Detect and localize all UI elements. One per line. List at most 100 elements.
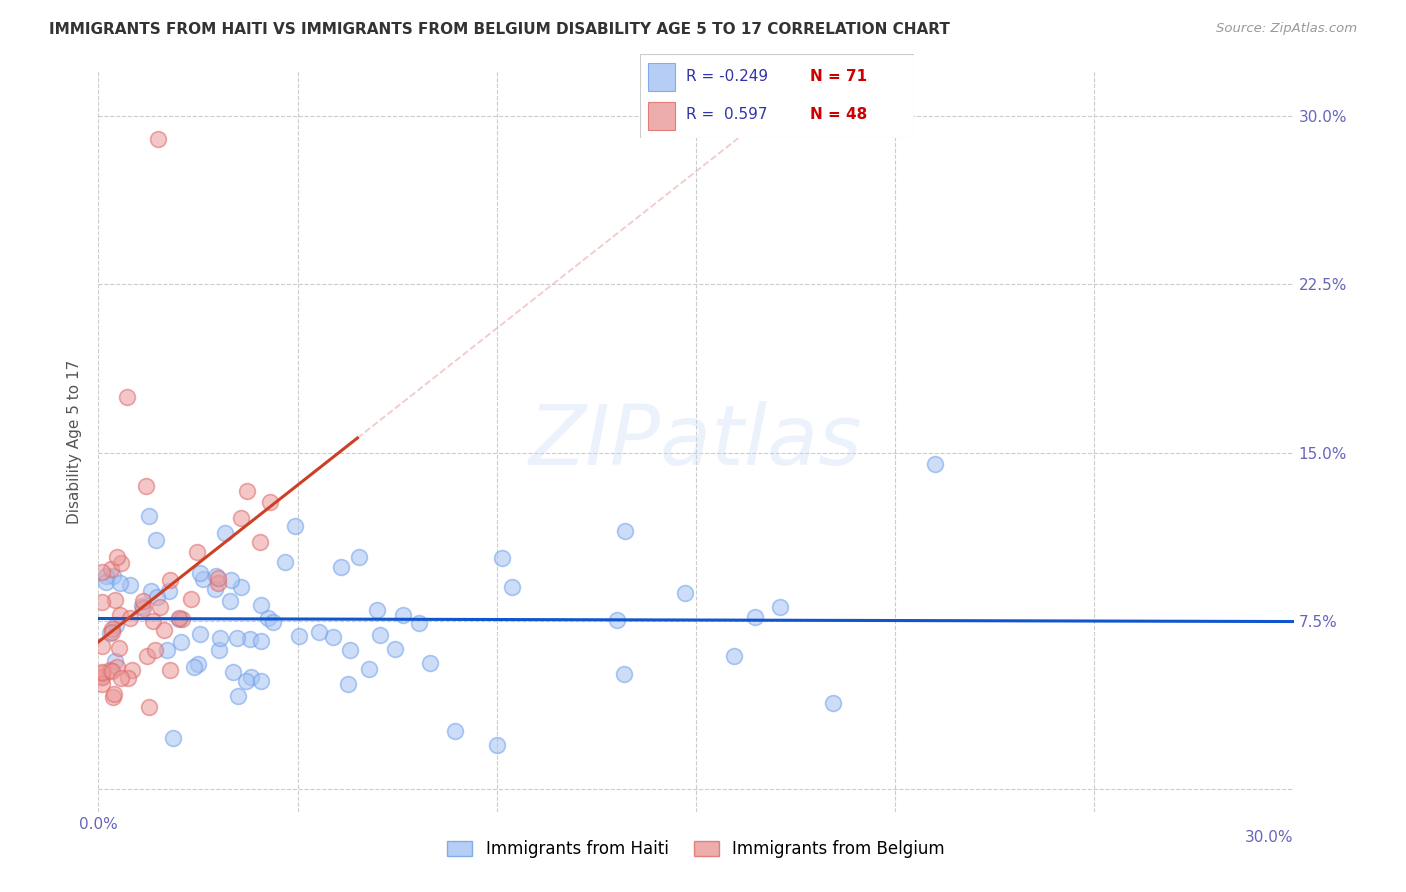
Point	[145, 533, 167, 547]
Text: R = -0.249: R = -0.249	[686, 70, 769, 85]
Point	[91, 565, 114, 579]
FancyBboxPatch shape	[648, 62, 675, 91]
Point	[207, 575, 229, 590]
Point	[118, 610, 141, 624]
Point	[723, 648, 745, 663]
Point	[208, 642, 231, 657]
Point	[104, 618, 127, 632]
Point	[821, 696, 844, 710]
Text: R =  0.597: R = 0.597	[686, 107, 768, 122]
Point	[180, 592, 202, 607]
Point	[100, 562, 122, 576]
Point	[117, 671, 139, 685]
Point	[143, 643, 166, 657]
Point	[91, 677, 114, 691]
Point	[349, 549, 371, 564]
Point	[91, 665, 114, 679]
Y-axis label: Disability Age 5 to 17: Disability Age 5 to 17	[67, 359, 83, 524]
Text: 30.0%: 30.0%	[1246, 830, 1294, 846]
Point	[159, 573, 181, 587]
Point	[249, 634, 271, 648]
Point	[239, 632, 262, 646]
Point	[259, 495, 281, 509]
Point	[100, 625, 122, 640]
Point	[336, 677, 359, 691]
Text: Source: ZipAtlas.com: Source: ZipAtlas.com	[1216, 22, 1357, 36]
Point	[153, 624, 176, 638]
Point	[187, 657, 209, 672]
Point	[322, 630, 344, 644]
Legend: Immigrants from Haiti, Immigrants from Belgium: Immigrants from Haiti, Immigrants from B…	[439, 831, 953, 866]
Point	[391, 607, 413, 622]
Point	[491, 550, 513, 565]
Point	[101, 622, 124, 636]
Point	[257, 611, 280, 625]
Point	[103, 687, 125, 701]
Point	[138, 509, 160, 524]
Point	[308, 624, 330, 639]
Point	[149, 599, 172, 614]
Point	[368, 628, 391, 642]
Point	[138, 699, 160, 714]
Point	[96, 575, 118, 590]
Point	[132, 594, 155, 608]
Point	[193, 572, 215, 586]
Point	[101, 664, 124, 678]
Point	[744, 610, 766, 624]
Point	[229, 511, 252, 525]
Point	[146, 590, 169, 604]
Point	[219, 573, 242, 587]
Point	[139, 584, 162, 599]
Point	[486, 738, 509, 752]
Point	[98, 664, 121, 678]
Point	[339, 643, 361, 657]
Point	[101, 625, 124, 640]
Point	[131, 599, 153, 613]
Point	[121, 663, 143, 677]
Point	[236, 484, 259, 499]
Point	[614, 524, 637, 539]
FancyBboxPatch shape	[640, 54, 914, 138]
Point	[156, 643, 179, 657]
Point	[205, 569, 228, 583]
Point	[186, 545, 208, 559]
Point	[229, 580, 252, 594]
Point	[169, 612, 191, 626]
Point	[105, 549, 128, 564]
Point	[408, 615, 430, 630]
Point	[110, 671, 132, 685]
Point	[190, 566, 212, 581]
Point	[91, 639, 114, 653]
Point	[170, 635, 193, 649]
Point	[249, 535, 271, 549]
Point	[162, 731, 184, 746]
Point	[167, 611, 190, 625]
Point	[91, 665, 114, 680]
Point	[769, 600, 792, 615]
Point	[108, 575, 131, 590]
Point	[250, 598, 273, 612]
Point	[157, 584, 180, 599]
Point	[135, 479, 157, 493]
Point	[104, 654, 127, 668]
Point	[91, 594, 114, 608]
Point	[207, 571, 229, 585]
Point	[91, 670, 114, 684]
Point	[118, 578, 141, 592]
Point	[214, 526, 236, 541]
Point	[159, 663, 181, 677]
Point	[239, 670, 262, 684]
Point	[273, 555, 295, 569]
Point	[146, 131, 169, 145]
Text: IMMIGRANTS FROM HAITI VS IMMIGRANTS FROM BELGIUM DISABILITY AGE 5 TO 17 CORRELAT: IMMIGRANTS FROM HAITI VS IMMIGRANTS FROM…	[49, 22, 950, 37]
Point	[96, 569, 118, 583]
Point	[136, 649, 159, 664]
Point	[359, 662, 381, 676]
Point	[288, 629, 311, 643]
Text: N = 48: N = 48	[810, 107, 868, 122]
FancyBboxPatch shape	[648, 102, 675, 130]
Point	[673, 586, 696, 600]
Point	[110, 556, 132, 570]
Point	[225, 631, 247, 645]
Point	[222, 665, 245, 679]
